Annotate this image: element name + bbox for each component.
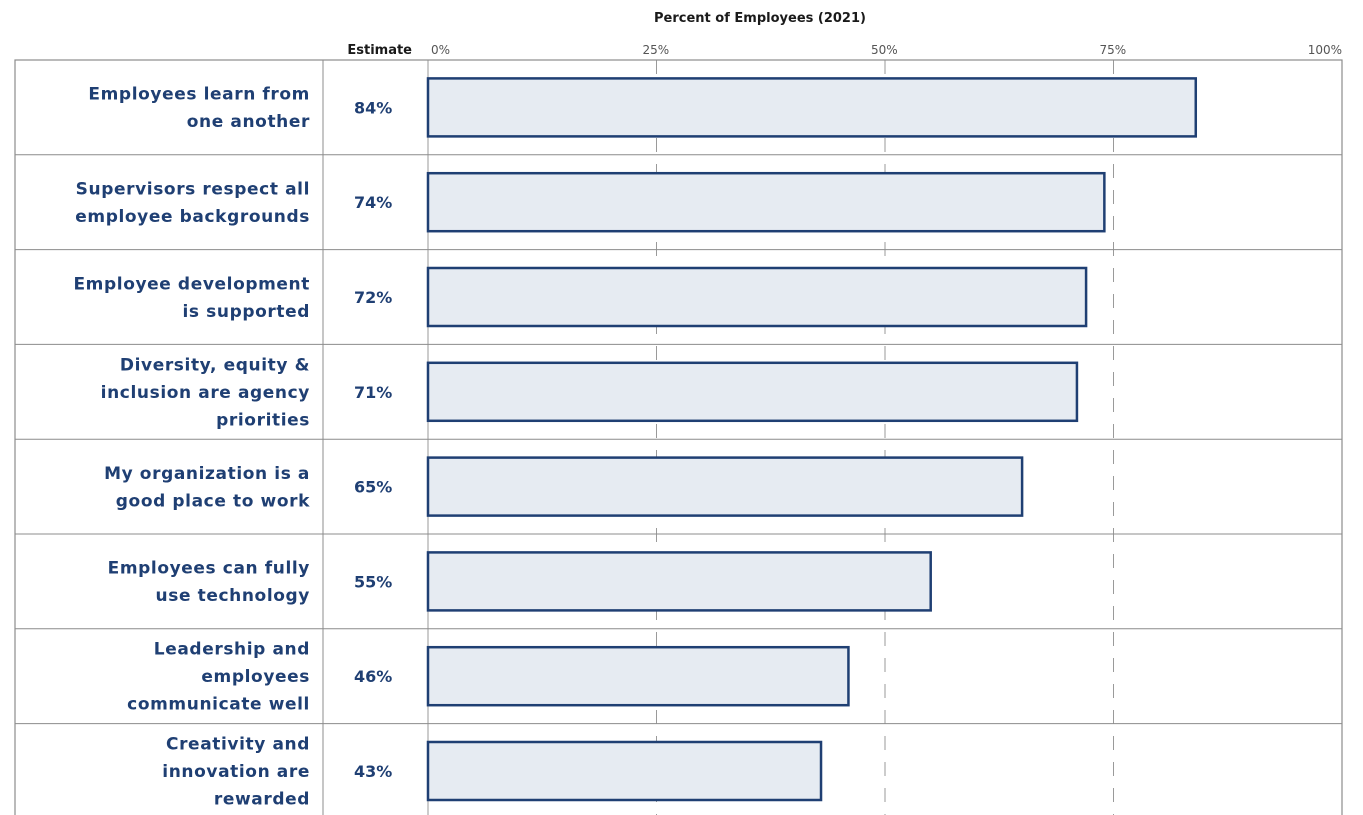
category-label: Employee development is supported: [73, 274, 310, 322]
estimate-value-label: 55%: [354, 572, 392, 591]
x-tick-label: 100%: [1308, 43, 1342, 57]
category-label: Diversity, equity & inclusion are agency p…: [101, 355, 310, 430]
estimate-value-label: 46%: [354, 667, 392, 686]
estimate-column-header: Estimate: [347, 43, 412, 58]
category-label: Supervisors respect all employee backgrou…: [75, 179, 310, 227]
estimate-value-label: 65%: [354, 478, 392, 497]
category-label-line: priorities: [216, 410, 310, 430]
category-label-line: rewarded: [214, 790, 310, 810]
category-label-line: Leadership and: [154, 640, 310, 660]
category-label-line: one another: [187, 112, 310, 132]
category-label-line: employees: [201, 667, 310, 687]
bar: [426, 171, 1106, 233]
category-label-line: Diversity, equity &: [120, 355, 310, 375]
estimate-value-label: 71%: [354, 383, 392, 402]
x-tick-label: 25%: [643, 43, 670, 57]
category-label-line: Employees can fully: [108, 559, 310, 579]
x-axis-ticks: 0% 25% 50% 75% 100%: [431, 43, 1342, 57]
category-label-line: Creativity and: [166, 735, 310, 755]
bar: [426, 266, 1088, 328]
x-tick-label: 50%: [871, 43, 898, 57]
estimate-value-label: 74%: [354, 193, 392, 212]
category-label-line: good place to work: [116, 491, 310, 511]
chart-title: Percent of Employees (2021): [654, 11, 866, 26]
category-label-line: communicate well: [127, 695, 310, 715]
category-label-line: Employees learn from: [88, 85, 310, 105]
estimate-value-label: 72%: [354, 288, 392, 307]
bar: [426, 361, 1079, 423]
bar: [426, 645, 850, 707]
estimate-value-label: 43%: [354, 762, 392, 781]
estimate-value-label: 84%: [354, 98, 392, 117]
category-label-line: My organization is a: [104, 464, 310, 484]
category-label: Employees learn from one another: [88, 85, 310, 132]
bar: [426, 77, 1198, 138]
x-tick-label: 75%: [1100, 43, 1127, 57]
category-label: My organization is a good place to work: [104, 464, 310, 512]
category-label-line: is supported: [182, 302, 310, 322]
x-tick-label: 0%: [431, 43, 450, 57]
chart-rows: Employees learn from one another 84% Superv…: [14, 59, 1343, 815]
category-label: Creativity and innovation are rewarded: [162, 735, 310, 810]
category-label: Employees can fully use technology: [108, 559, 310, 607]
category-label-line: inclusion are agency: [101, 383, 310, 403]
category-label-line: use technology: [156, 586, 310, 606]
category-label-line: employee backgrounds: [75, 207, 310, 227]
category-label-line: innovation are: [162, 762, 310, 782]
bar: [426, 551, 932, 612]
category-label-line: Employee development: [73, 274, 310, 294]
category-label-line: Supervisors respect all: [76, 179, 310, 199]
bar: [426, 740, 823, 802]
bar: [426, 456, 1024, 517]
category-label: Leadership and employees communicate well: [127, 640, 310, 715]
